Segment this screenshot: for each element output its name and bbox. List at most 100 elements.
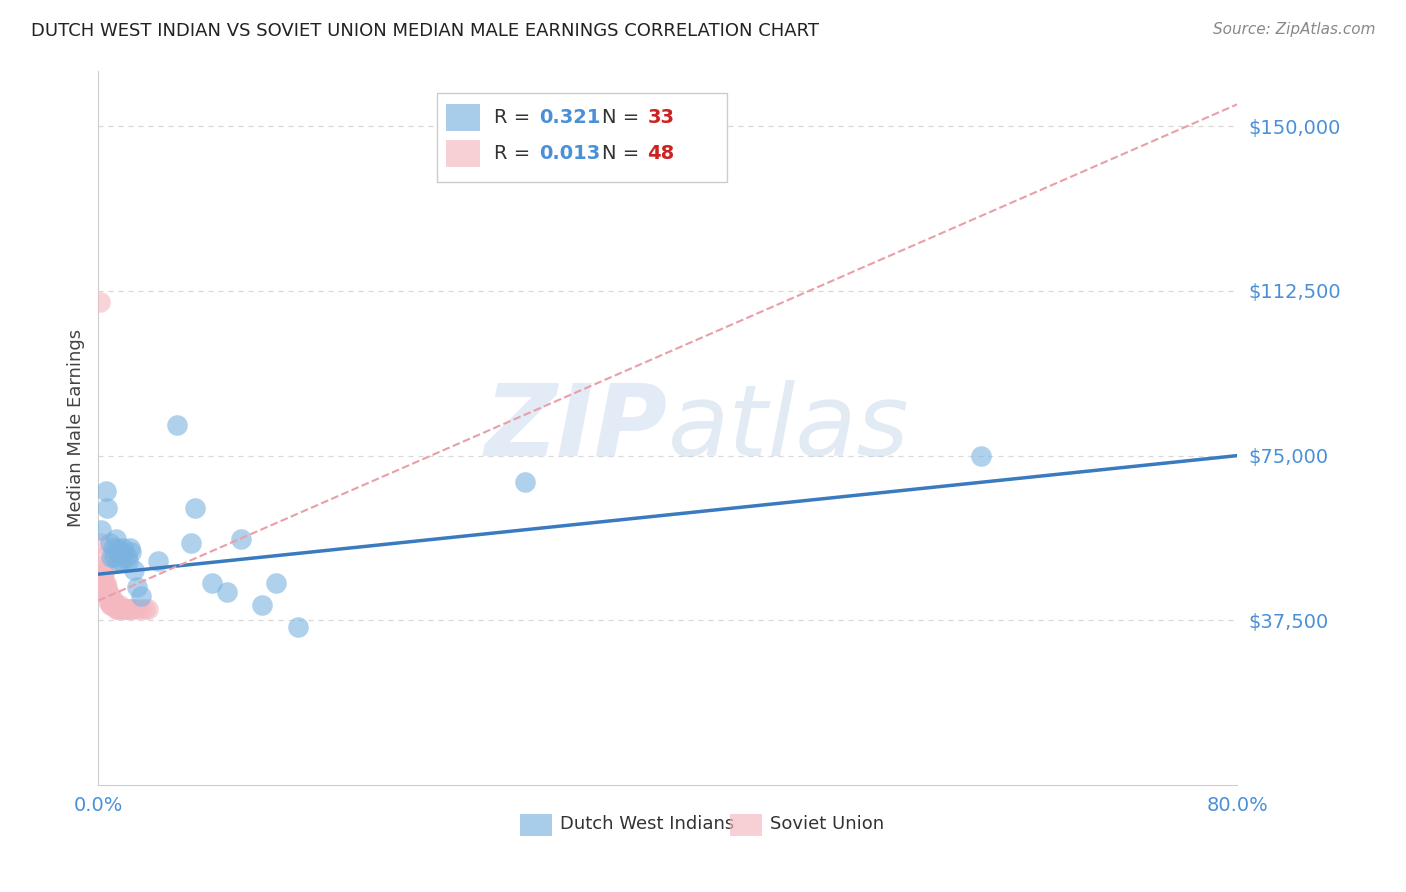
Point (110, 602, 132, 616)
Point (107, 554, 129, 568)
Point (287, 620, 309, 634)
Point (184, 501, 207, 516)
Text: Source: ZipAtlas.com: Source: ZipAtlas.com (1212, 22, 1375, 37)
Point (98, 593, 121, 607)
Point (100, 589, 122, 603)
Point (104, 598, 127, 612)
FancyBboxPatch shape (437, 93, 727, 182)
FancyBboxPatch shape (446, 140, 479, 167)
Point (201, 576, 224, 591)
Text: 0.013: 0.013 (538, 144, 600, 163)
Point (108, 545, 131, 559)
Point (111, 541, 134, 555)
Text: Soviet Union: Soviet Union (770, 815, 884, 833)
Point (98, 598, 121, 612)
Point (107, 602, 129, 616)
Point (91, 558, 114, 573)
Point (93, 567, 115, 582)
Point (129, 589, 152, 603)
Point (97, 593, 120, 607)
Point (103, 549, 125, 564)
Point (97, 584, 120, 599)
Point (125, 580, 148, 594)
Text: N =: N = (602, 108, 645, 128)
Text: DUTCH WEST INDIAN VS SOVIET UNION MEDIAN MALE EARNINGS CORRELATION CHART: DUTCH WEST INDIAN VS SOVIET UNION MEDIAN… (31, 22, 818, 40)
Point (122, 602, 145, 616)
Point (108, 598, 131, 612)
Point (118, 541, 141, 555)
Point (100, 598, 122, 612)
Point (94, 576, 117, 591)
Point (98, 589, 121, 603)
Point (96, 584, 118, 599)
Point (105, 541, 128, 555)
Point (100, 593, 122, 607)
Point (105, 602, 128, 616)
Point (104, 532, 127, 546)
Point (89, 294, 111, 309)
Point (89, 536, 111, 550)
Text: atlas: atlas (668, 380, 910, 476)
Point (117, 554, 139, 568)
Point (91, 572, 114, 586)
Text: ZIP: ZIP (485, 380, 668, 476)
Point (94, 584, 117, 599)
Point (129, 602, 152, 616)
Text: R =: R = (494, 144, 536, 163)
Point (115, 602, 138, 616)
Point (94, 483, 117, 498)
Point (94, 580, 117, 594)
Point (148, 554, 170, 568)
Point (93, 576, 115, 591)
Point (103, 593, 125, 607)
Point (117, 602, 139, 616)
Point (180, 536, 202, 550)
Point (100, 549, 122, 564)
Point (112, 545, 135, 559)
FancyBboxPatch shape (731, 814, 762, 837)
Point (103, 598, 125, 612)
Point (90, 523, 112, 537)
Point (136, 602, 159, 616)
Point (96, 589, 118, 603)
Point (96, 580, 118, 594)
FancyBboxPatch shape (520, 814, 551, 837)
Point (98, 536, 121, 550)
Y-axis label: Median Male Earnings: Median Male Earnings (66, 329, 84, 527)
Point (118, 602, 141, 616)
Point (101, 598, 124, 612)
Point (110, 554, 132, 568)
Point (122, 563, 145, 577)
Text: N =: N = (602, 144, 645, 163)
Point (266, 576, 288, 591)
Point (125, 602, 148, 616)
Point (120, 602, 142, 616)
Point (166, 417, 188, 432)
Point (104, 602, 127, 616)
Point (101, 541, 124, 555)
Point (250, 598, 273, 612)
Point (97, 589, 120, 603)
Point (105, 598, 128, 612)
Point (90, 563, 112, 577)
Point (115, 549, 138, 564)
Text: 0.321: 0.321 (538, 108, 600, 128)
Point (90, 549, 112, 564)
Text: Dutch West Indians: Dutch West Indians (560, 815, 734, 833)
Text: R =: R = (494, 108, 536, 128)
Text: 33: 33 (647, 108, 675, 128)
Point (101, 593, 124, 607)
FancyBboxPatch shape (446, 104, 479, 131)
Point (970, 449, 993, 463)
Point (112, 602, 135, 616)
Point (229, 532, 252, 546)
Point (134, 602, 156, 616)
Text: 48: 48 (647, 144, 675, 163)
Point (96, 501, 118, 516)
Point (111, 602, 134, 616)
Point (114, 602, 136, 616)
Point (91, 567, 114, 582)
Point (120, 545, 142, 559)
Point (515, 475, 537, 489)
Point (215, 584, 238, 599)
